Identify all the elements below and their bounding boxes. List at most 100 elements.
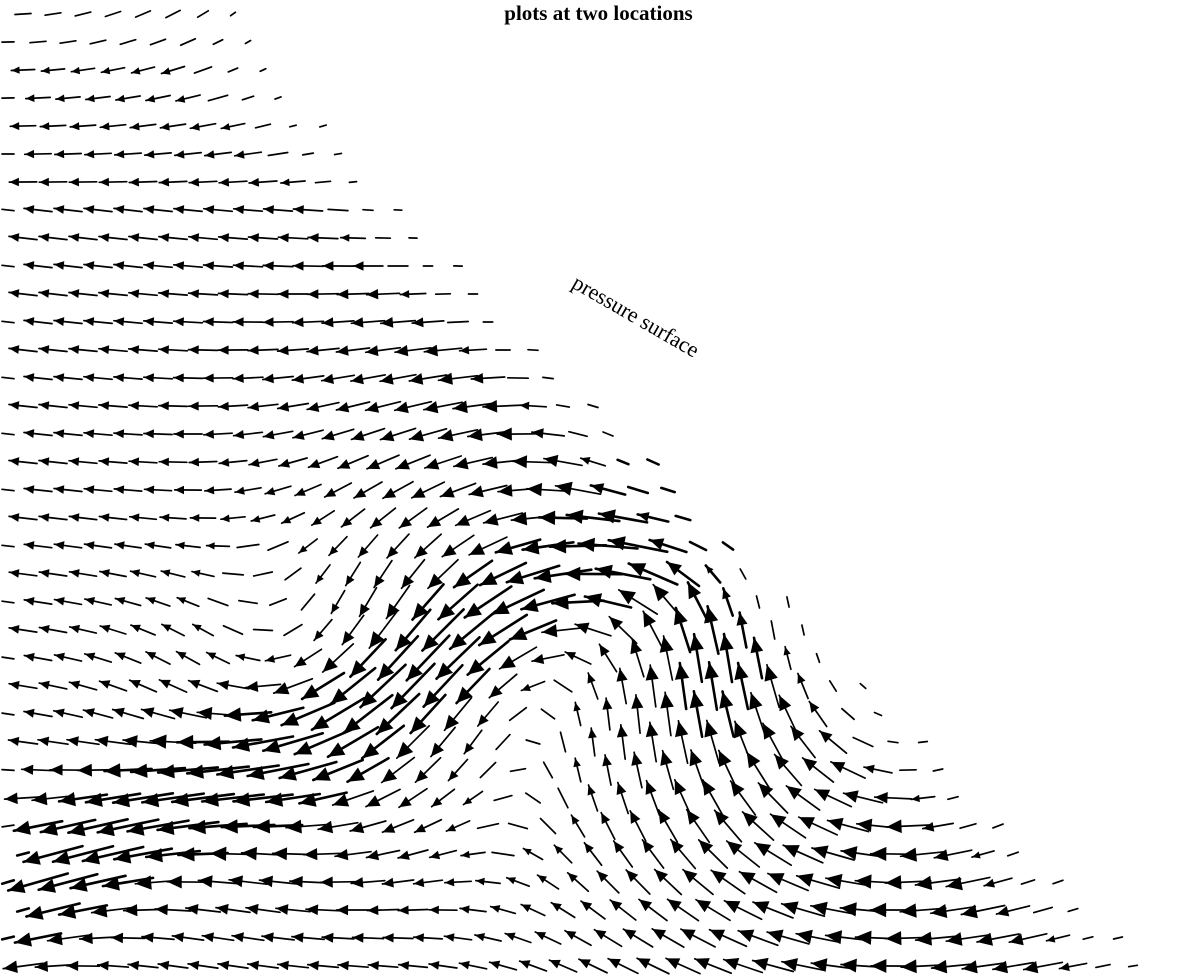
vector-arrowhead xyxy=(69,457,80,466)
vector-arrowhead xyxy=(248,401,260,412)
vector-arrowhead xyxy=(172,932,184,943)
vector-arrow xyxy=(828,680,838,692)
vector-arrowhead xyxy=(802,757,818,772)
vector-arrowhead xyxy=(406,663,423,681)
vector-arrowhead xyxy=(643,611,656,628)
vector-arrow xyxy=(555,404,571,408)
vector-arrowhead xyxy=(709,929,726,942)
vector-arrowhead xyxy=(341,517,353,527)
vector-arrow xyxy=(508,706,528,722)
vector-arrowhead xyxy=(203,205,215,215)
vector-arrow xyxy=(525,739,541,745)
vector-arrowhead xyxy=(698,839,714,855)
vector-arrowhead xyxy=(8,736,20,746)
vector-arrowhead xyxy=(84,150,95,159)
vector-arrowhead xyxy=(386,603,400,619)
vector-arrowhead xyxy=(874,792,888,804)
vector-arrow xyxy=(212,38,224,46)
vector-arrowhead xyxy=(233,373,244,383)
vector-arrowhead xyxy=(380,373,394,385)
vector-arrowhead xyxy=(764,664,778,682)
vector-arrowhead xyxy=(670,839,684,854)
vector-arrowhead xyxy=(537,875,547,884)
vector-arrowhead xyxy=(84,541,95,550)
vector-arrowhead xyxy=(259,875,273,888)
vector-arrowhead xyxy=(190,122,200,131)
vector-arrowhead xyxy=(343,717,361,733)
vector-arrowhead xyxy=(174,150,185,159)
vector-arrowhead xyxy=(383,933,394,943)
vector-arrowhead xyxy=(331,603,340,614)
vector-arrow xyxy=(1032,906,1054,914)
vector-arrowhead xyxy=(444,933,455,942)
vector-arrowhead xyxy=(367,459,381,470)
vector-arrow xyxy=(314,180,332,184)
vector-arrowhead xyxy=(318,820,334,834)
vector-arrowhead xyxy=(430,742,444,757)
vector-arrowhead xyxy=(505,932,516,941)
vector-arrowhead xyxy=(143,205,155,214)
vector-arrow xyxy=(134,10,152,18)
vector-arrowhead xyxy=(247,765,265,780)
vector-arrowhead xyxy=(581,901,593,912)
vector-arrowhead xyxy=(275,904,289,915)
vector-arrowhead xyxy=(85,792,103,807)
vector-arrowhead xyxy=(9,513,20,522)
vector-arrowhead xyxy=(464,742,475,754)
vector-arrowhead xyxy=(38,736,50,747)
vector-arrowhead xyxy=(99,680,111,689)
vector-arrowhead xyxy=(91,904,108,918)
vector-arrowhead xyxy=(59,792,76,807)
vector-arrowhead xyxy=(674,663,690,680)
vector-arrowhead xyxy=(497,427,512,441)
vector-arrowhead xyxy=(175,541,185,550)
vector-arrow xyxy=(507,822,529,830)
vector-arrowhead xyxy=(696,899,712,913)
vector-arrowhead xyxy=(99,177,109,187)
vector-arrowhead xyxy=(218,960,230,971)
vector-arrowhead xyxy=(54,261,65,270)
vector-arrowhead xyxy=(675,720,689,738)
vector-arrowhead xyxy=(396,741,414,759)
vector-arrowhead xyxy=(161,569,171,577)
vector-arrowhead xyxy=(77,763,92,777)
vector-arrowhead xyxy=(248,345,259,355)
vector-arrowhead xyxy=(374,575,385,588)
vector-arrowhead xyxy=(479,630,497,646)
vector-arrowhead xyxy=(188,345,199,355)
vector-arrowhead xyxy=(159,457,169,467)
vector-arrowhead xyxy=(248,289,259,299)
vector-arrowhead xyxy=(130,122,140,131)
vector-arrowhead xyxy=(347,767,365,782)
vector-arrowhead xyxy=(54,205,65,214)
vector-arrow xyxy=(0,878,16,886)
vector-arrow xyxy=(74,11,92,17)
vector-arrowhead xyxy=(992,960,1008,974)
vector-arrowhead xyxy=(233,430,245,439)
vector-arrowhead xyxy=(598,509,616,524)
vector-arrowhead xyxy=(188,679,201,689)
vector-arrowhead xyxy=(218,345,229,355)
vector-arrowhead xyxy=(440,486,455,498)
vector-arrowhead xyxy=(360,691,378,708)
vector-arrowhead xyxy=(39,401,50,410)
vector-arrowhead xyxy=(54,652,65,662)
vector-arrowhead xyxy=(870,846,887,861)
vector-arrowhead xyxy=(337,289,349,300)
vector-arrowhead xyxy=(411,487,426,498)
vector-arrow xyxy=(348,180,358,184)
vector-arrowhead xyxy=(69,513,80,522)
vector-arrowhead xyxy=(278,233,289,243)
vector-arrowhead xyxy=(98,401,110,411)
vector-arrowhead xyxy=(203,373,214,383)
vector-arrowhead xyxy=(66,960,79,971)
vector-arrowhead xyxy=(730,781,745,797)
vector-arrow xyxy=(509,767,527,773)
vector-arrow xyxy=(196,9,210,19)
vector-arrow xyxy=(755,595,761,609)
vector-arrowhead xyxy=(464,602,482,618)
vector-arrowhead xyxy=(313,767,331,781)
vector-arrowhead xyxy=(161,624,172,632)
vector-arrowhead xyxy=(734,663,749,681)
vector-arrowhead xyxy=(543,454,559,467)
